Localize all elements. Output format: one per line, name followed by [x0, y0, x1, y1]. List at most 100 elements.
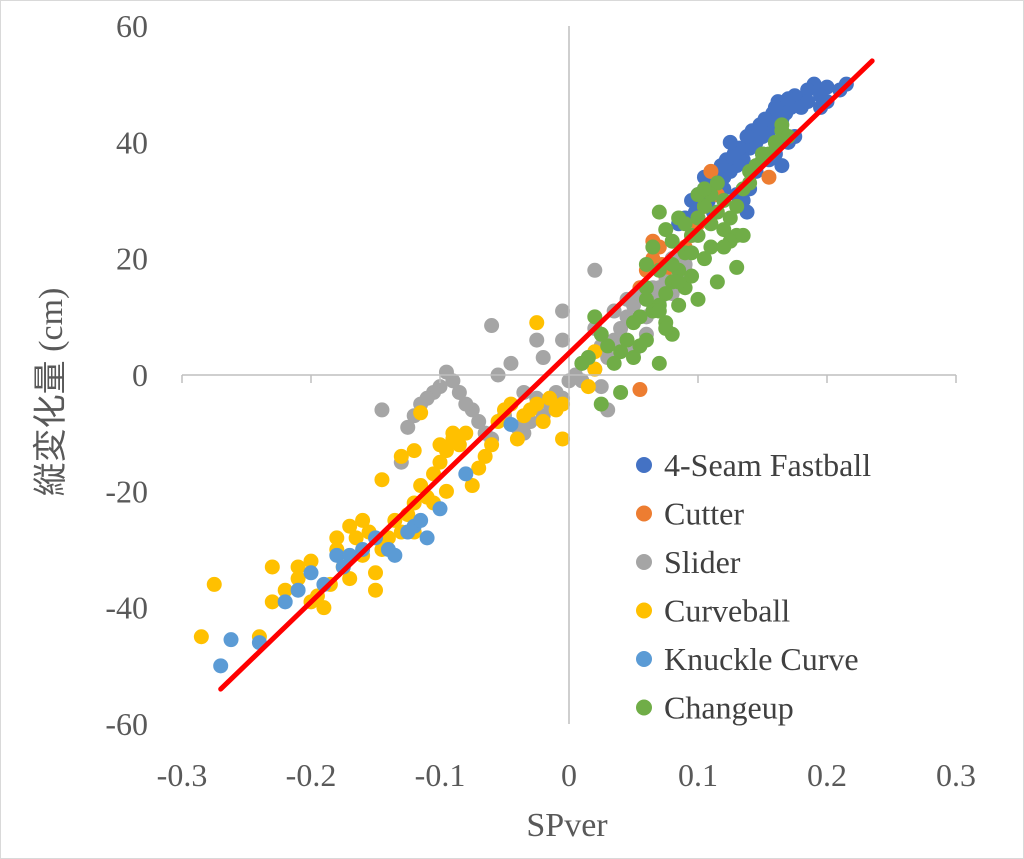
data-point — [458, 466, 474, 482]
data-point — [529, 315, 545, 331]
y-tick-label: -40 — [105, 590, 148, 626]
data-point — [703, 239, 719, 255]
x-tick-label: -0.1 — [415, 757, 466, 793]
data-point — [509, 431, 525, 447]
y-tick-label: 0 — [132, 357, 148, 393]
data-point — [645, 239, 661, 255]
data-point — [658, 286, 674, 302]
data-point — [555, 303, 571, 319]
data-point — [619, 332, 635, 348]
data-point — [613, 320, 629, 336]
data-point — [464, 478, 480, 494]
data-point — [632, 382, 648, 398]
x-tick-label: 0.2 — [807, 757, 847, 793]
data-point — [290, 571, 306, 587]
data-point — [432, 437, 448, 453]
data-point — [632, 338, 648, 354]
data-point — [742, 140, 758, 156]
legend-label: Knuckle Curve — [664, 641, 859, 677]
data-point — [709, 175, 725, 191]
data-point — [477, 448, 493, 464]
data-point — [709, 274, 725, 290]
legend-marker — [636, 554, 652, 570]
data-point — [729, 259, 745, 275]
data-point — [458, 425, 474, 441]
data-point — [342, 571, 358, 587]
y-tick-label: 60 — [116, 8, 148, 44]
legend-marker — [636, 457, 652, 473]
data-point — [393, 448, 409, 464]
data-point — [355, 512, 371, 528]
y-axis-title: 縦変化量 (cm) — [32, 288, 70, 497]
data-point — [555, 431, 571, 447]
data-point — [722, 134, 738, 150]
legend-label: Curveball — [664, 593, 790, 629]
data-point — [606, 355, 622, 371]
data-point — [555, 332, 571, 348]
data-point — [638, 256, 654, 272]
data-point — [400, 419, 416, 435]
data-point — [800, 94, 816, 110]
data-point — [735, 227, 751, 243]
data-point — [555, 396, 571, 412]
data-point — [535, 414, 551, 430]
data-point — [348, 530, 364, 546]
data-point — [419, 530, 435, 546]
data-point — [651, 355, 667, 371]
data-point — [574, 355, 590, 371]
data-point — [342, 518, 358, 534]
y-tick-labels: 60 40 20 0 -20 -40 -60 — [105, 8, 148, 742]
data-point — [432, 454, 448, 470]
data-point — [587, 309, 603, 325]
legend-label: Changeup — [664, 690, 794, 726]
data-point — [529, 396, 545, 412]
data-point — [438, 364, 454, 380]
data-point — [690, 210, 706, 226]
data-point — [696, 198, 712, 214]
data-point — [290, 582, 306, 598]
data-point — [767, 99, 783, 115]
data-point — [716, 239, 732, 255]
data-point — [290, 559, 306, 575]
data-point — [264, 594, 280, 610]
data-point — [755, 146, 770, 162]
data-point — [471, 414, 487, 430]
data-point — [638, 291, 654, 307]
data-point — [677, 216, 693, 232]
data-point — [651, 204, 667, 220]
data-point — [658, 320, 674, 336]
x-tick-labels: -0.3 -0.2 -0.1 0 0.1 0.2 0.3 — [157, 757, 976, 793]
x-axis-title: SPver — [526, 807, 608, 844]
legend-label: Cutter — [664, 496, 744, 532]
data-point — [303, 565, 319, 581]
data-point — [451, 437, 467, 453]
data-point — [593, 326, 609, 342]
data-point — [613, 384, 629, 400]
legend-marker — [636, 505, 652, 522]
data-point — [774, 158, 790, 174]
data-point — [529, 332, 545, 348]
data-point — [729, 198, 745, 214]
y-tick-label: 40 — [116, 124, 148, 160]
data-point — [445, 425, 461, 441]
data-point — [484, 437, 500, 453]
x-tick-label: 0.1 — [678, 757, 718, 793]
data-point — [587, 361, 603, 377]
data-point — [613, 344, 629, 360]
data-point — [671, 274, 687, 290]
data-point — [684, 245, 700, 261]
x-tick-marks — [181, 375, 957, 383]
data-point — [767, 134, 783, 150]
legend: 4-Seam Fastball Cutter Slider Curveball Knuc… — [636, 447, 871, 726]
data-point — [664, 233, 680, 249]
data-point — [593, 379, 609, 395]
data-point — [206, 576, 222, 592]
trendline — [218, 58, 875, 692]
data-point — [503, 355, 519, 371]
data-point — [264, 559, 280, 575]
data-point — [471, 460, 487, 476]
data-point — [600, 338, 616, 354]
data-point — [329, 547, 345, 563]
data-point — [658, 222, 674, 238]
x-tick-label: 0 — [561, 757, 577, 793]
